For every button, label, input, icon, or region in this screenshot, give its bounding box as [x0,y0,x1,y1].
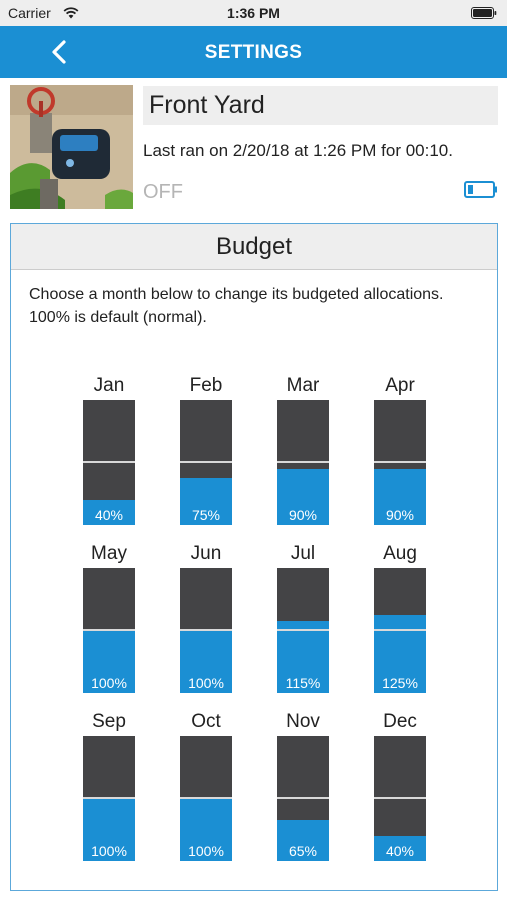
month-label: May [91,543,127,564]
default-level-line [374,629,426,631]
budget-bar-fill [83,798,135,861]
budget-bar-fill [277,820,329,861]
budget-bar[interactable]: 40% [83,400,135,525]
last-ran-text: Last ran on 2/20/18 at 1:26 PM for 00:10… [143,141,453,160]
budget-panel: Budget Choose a month below to change it… [10,223,498,891]
status-time: 1:36 PM [227,5,280,21]
default-level-line [374,797,426,799]
month-label: Jun [190,543,222,564]
budget-bar-fill [83,630,135,693]
month-label: Dec [383,711,417,732]
default-level-line [83,797,135,799]
budget-bar-fill [277,469,329,525]
default-level-line [277,797,329,799]
carrier-label: Carrier [8,5,51,21]
budget-bar[interactable]: 100% [180,736,232,861]
budget-bar[interactable]: 100% [180,568,232,693]
budget-bar[interactable]: 90% [277,400,329,525]
default-level-line [180,797,232,799]
default-level-line [374,461,426,463]
default-level-line [83,629,135,631]
month-label: Feb [189,375,223,396]
budget-percent-label: 115% [285,675,321,691]
status-battery-icon [471,7,497,19]
budget-percent-label: 100% [91,675,127,691]
budget-title: Budget [11,224,497,270]
back-chevron-icon[interactable] [44,36,76,68]
month-label: Apr [385,375,415,396]
battery-low-icon [464,181,497,198]
budget-percent-label: 90% [288,507,318,523]
budget-percent-label: 65% [288,843,318,859]
budget-percent-label: 125% [382,675,418,691]
default-level-line [277,461,329,463]
budget-percent-label: 100% [188,675,224,691]
budget-bar[interactable]: 75% [180,400,232,525]
budget-bar-fill [83,500,135,525]
status-bar: Carrier 1:36 PM [0,0,507,26]
budget-bar-fill [180,630,232,693]
budget-bar[interactable]: 125% [374,568,426,693]
budget-bar[interactable]: 100% [83,736,135,861]
month-label: Sep [92,711,126,732]
page-title: SETTINGS [204,42,303,63]
month-label: Nov [286,711,320,732]
budget-bar[interactable]: 65% [277,736,329,861]
budget-bar-fill [180,478,232,525]
month-label: Jan [93,375,125,396]
budget-bar[interactable]: 100% [83,568,135,693]
wifi-icon [63,7,79,19]
device-photo [10,85,133,209]
budget-percent-label: 90% [385,507,415,523]
budget-bar[interactable]: 115% [277,568,329,693]
budget-percent-label: 40% [94,507,124,523]
budget-bar[interactable]: 40% [374,736,426,861]
budget-percent-label: 75% [191,507,221,523]
device-name[interactable]: Front Yard [143,86,498,125]
month-label: Mar [286,375,320,396]
default-level-line [83,461,135,463]
month-label: Jul [290,543,316,564]
budget-bar-fill [277,621,329,693]
default-level-line [180,461,232,463]
budget-bar-fill [374,836,426,861]
default-level-line [180,629,232,631]
budget-percent-label: 40% [385,843,415,859]
default-level-line [277,629,329,631]
nav-bar: SETTINGS [0,26,507,78]
budget-bar-fill [374,469,426,525]
budget-bar[interactable]: 90% [374,400,426,525]
month-label: Aug [383,543,417,564]
budget-description: Choose a month below to change its budge… [29,286,444,326]
budget-bar-fill [374,615,426,693]
budget-percent-label: 100% [91,843,127,859]
budget-bar-fill [180,798,232,861]
budget-percent-label: 100% [188,843,224,859]
month-label: Oct [191,711,221,732]
valve-state: OFF [143,181,183,203]
